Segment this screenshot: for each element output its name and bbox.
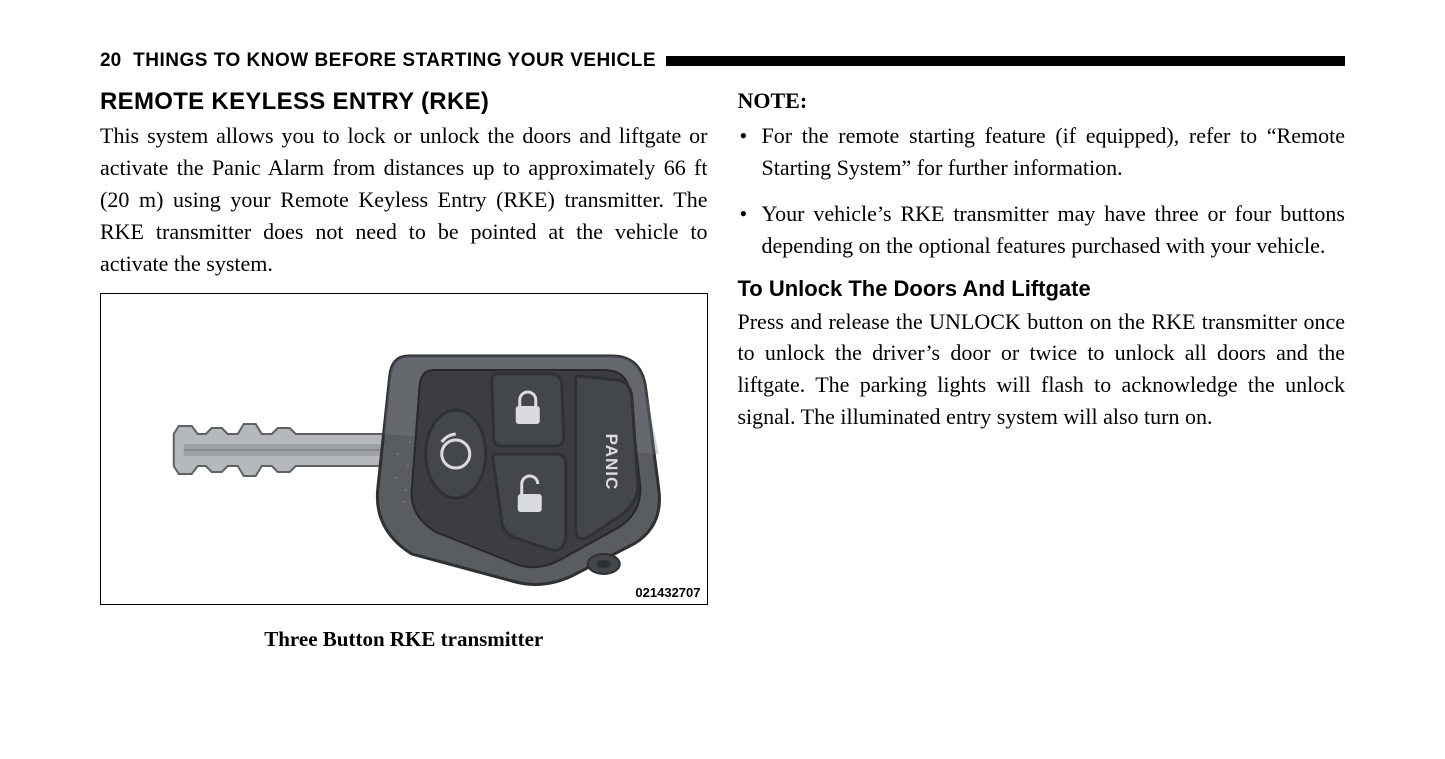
left-column: REMOTE KEYLESS ENTRY (RKE) This system a… [100, 82, 708, 652]
figure-box: PANIC 021432707 [100, 293, 708, 605]
right-column: NOTE: For the remote starting feature (i… [738, 82, 1346, 652]
chapter-title: THINGS TO KNOW BEFORE STARTING YOUR VEHI… [133, 50, 656, 72]
body-paragraph: Press and release the UNLOCK button on t… [738, 306, 1346, 434]
note-list: For the remote starting feature (if equi… [738, 120, 1346, 262]
note-item: For the remote starting feature (if equi… [762, 120, 1346, 184]
figure-caption: Three Button RKE transmitter [100, 627, 708, 652]
figure-code: 021432707 [635, 585, 700, 600]
content-columns: REMOTE KEYLESS ENTRY (RKE) This system a… [100, 82, 1345, 652]
section-heading: REMOTE KEYLESS ENTRY (RKE) [100, 88, 708, 116]
manual-page: 20 THINGS TO KNOW BEFORE STARTING YOUR V… [0, 0, 1445, 672]
remote-start-button [426, 410, 486, 498]
note-label: NOTE: [738, 88, 1346, 114]
key-fob-illustration: PANIC [101, 294, 707, 604]
subheading: To Unlock The Doors And Liftgate [738, 276, 1346, 302]
panic-label: PANIC [602, 434, 621, 491]
intro-paragraph: This system allows you to lock or unlock… [100, 120, 708, 279]
page-header: 20 THINGS TO KNOW BEFORE STARTING YOUR V… [100, 50, 1345, 72]
note-item: Your vehicle’s RKE transmitter may have … [762, 198, 1346, 262]
key-blade [174, 424, 394, 476]
page-number: 20 [100, 50, 121, 72]
header-bar [666, 56, 1345, 66]
